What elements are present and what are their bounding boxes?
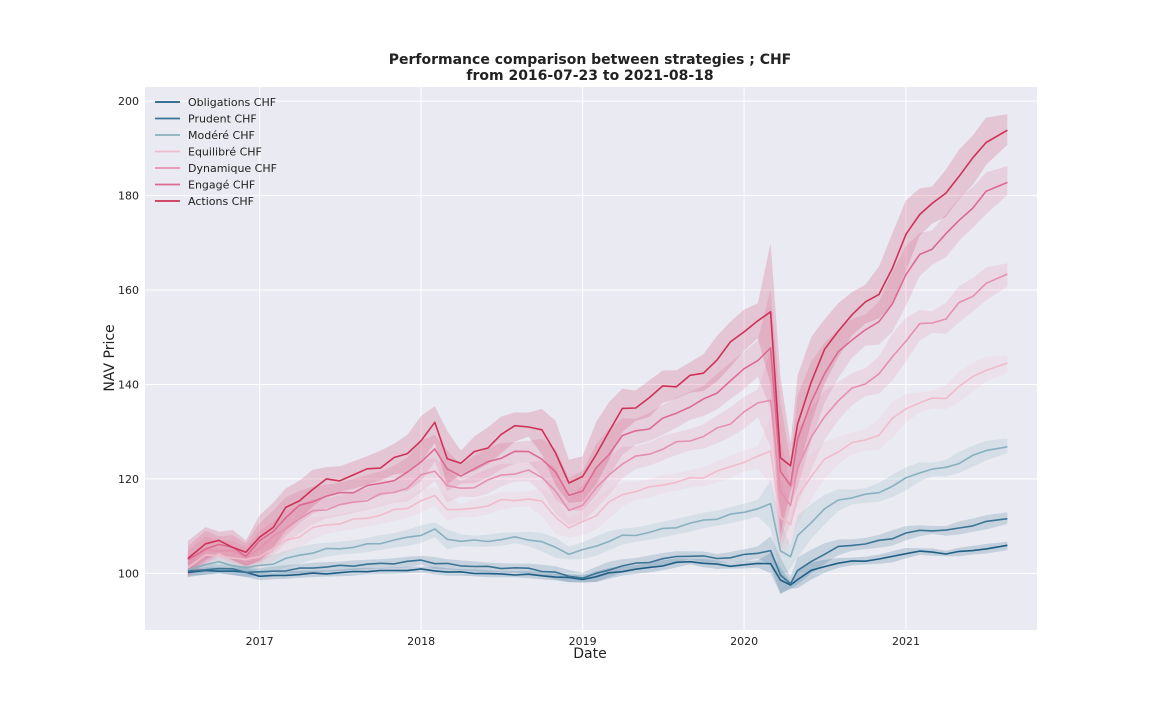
series-line [187, 517, 1008, 585]
legend-label: Engagé CHF [188, 179, 255, 192]
series-line [187, 362, 1008, 569]
legend-label: Prudent CHF [188, 113, 257, 126]
grid [145, 87, 1037, 630]
x-tick-label: 2017 [246, 635, 274, 648]
series-line [187, 129, 1008, 560]
y-tick-label: 100 [118, 567, 139, 580]
series-lines [187, 129, 1008, 586]
y-axis-ticks: 100 120 140 160 180 200 [118, 95, 139, 580]
y-tick-label: 200 [118, 95, 139, 108]
legend-label: Equilibré CHF [188, 146, 262, 159]
legend-label: Obligations CHF [188, 96, 276, 109]
y-tick-label: 180 [118, 190, 139, 203]
series-band [187, 512, 1008, 595]
x-tick-label: 2021 [892, 635, 920, 648]
chart-subtitle: from 2016-07-23 to 2021-08-18 [466, 68, 713, 84]
legend: Obligations CHF Prudent CHF Modéré CHF Equi… [155, 96, 277, 208]
legend-label: Modéré CHF [188, 129, 255, 142]
series-band [187, 438, 1008, 579]
series-line [187, 446, 1008, 571]
x-tick-label: 2018 [407, 635, 435, 648]
series-band [187, 541, 1008, 594]
y-tick-label: 140 [118, 378, 139, 391]
chart-title: Performance comparison between strategie… [389, 52, 792, 68]
series-line [187, 181, 1008, 561]
x-tick-label: 2019 [569, 635, 597, 648]
x-tick-label: 2020 [730, 635, 758, 648]
x-axis-ticks: 2017 2018 2019 2020 2021 [246, 635, 920, 648]
series-band [187, 263, 1008, 578]
y-tick-label: 160 [118, 284, 139, 297]
legend-label: Actions CHF [188, 195, 254, 208]
series-band [187, 166, 1008, 577]
series-band [187, 355, 1008, 578]
x-axis-label: Date [573, 646, 606, 662]
series-line [187, 273, 1008, 564]
y-tick-label: 120 [118, 473, 139, 486]
series-line [187, 544, 1008, 586]
legend-label: Dynamique CHF [188, 162, 277, 175]
y-axis-label: NAV Price [102, 324, 118, 391]
